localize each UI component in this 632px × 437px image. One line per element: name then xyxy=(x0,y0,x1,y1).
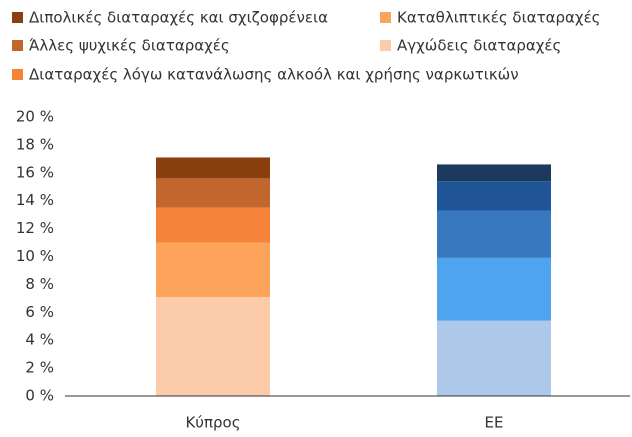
y-tick-label: 6 % xyxy=(25,303,54,321)
legend-label: Άλλες ψυχικές διαταραχές xyxy=(29,37,230,55)
legend-swatch xyxy=(12,12,23,23)
x-tick-label: Κύπρος xyxy=(185,414,240,432)
legend-swatch xyxy=(12,69,23,80)
legend-swatch xyxy=(12,40,23,51)
bar-segment xyxy=(437,320,551,396)
legend-swatch xyxy=(380,40,391,51)
bar-segment xyxy=(156,207,270,243)
bar-segment xyxy=(437,210,551,258)
bar-segment xyxy=(437,181,551,211)
bar-segment xyxy=(437,164,551,182)
y-tick-label: 20 % xyxy=(16,108,54,126)
y-tick-label: 18 % xyxy=(16,135,54,153)
y-tick-label: 2 % xyxy=(25,359,54,377)
bar-segment xyxy=(156,157,270,179)
y-tick-label: 16 % xyxy=(16,163,54,181)
y-tick-label: 4 % xyxy=(25,331,54,349)
bar-segment xyxy=(437,257,551,321)
y-tick-label: 8 % xyxy=(25,275,54,293)
y-tick-label: 0 % xyxy=(25,387,54,405)
legend-label: Αγχώδεις διαταραχές xyxy=(397,37,561,55)
bar-segment xyxy=(156,242,270,297)
legend-swatch xyxy=(380,12,391,23)
x-tick-label: ΕΕ xyxy=(485,414,504,432)
y-tick-label: 12 % xyxy=(16,219,54,237)
legend-label: Διαταραχές λόγω κατανάλωσης αλκοόλ και χ… xyxy=(29,66,519,84)
legend-label: Διπολικές διαταραχές και σχιζοφρένεια xyxy=(29,9,328,27)
bar-segment xyxy=(156,178,270,208)
legend-label: Καταθλιπτικές διαταραχές xyxy=(397,9,600,27)
y-tick-label: 14 % xyxy=(16,191,54,209)
y-tick-label: 10 % xyxy=(16,247,54,265)
bar-segment xyxy=(156,296,270,396)
